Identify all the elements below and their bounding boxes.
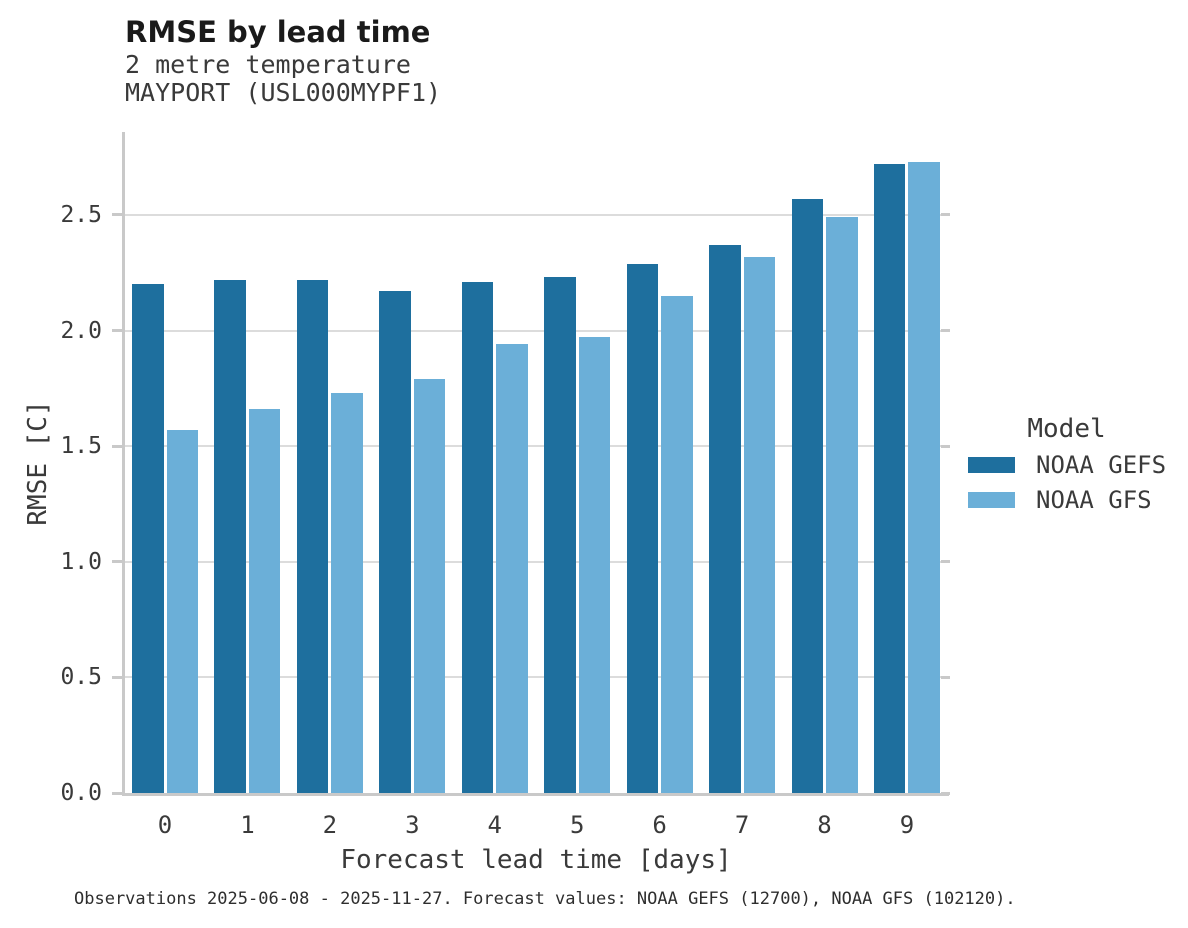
x-axis-title: Forecast lead time [days] [340, 845, 732, 875]
x-tick-label-4: 4 [487, 811, 502, 839]
y-tick-label-1.0: 1.0 [60, 548, 102, 575]
x-tick-label-6: 6 [652, 811, 667, 839]
x-tick-label-5: 5 [569, 811, 585, 839]
x-tick-label-7: 7 [734, 811, 750, 839]
legend: Model NOAA GEFS NOAA GFS [968, 414, 1168, 523]
gridline-y-1.5 [125, 445, 947, 448]
bar-noaa-gfs-day-3 [413, 379, 446, 793]
x-tick-label-1: 1 [240, 811, 255, 839]
y-tick-label-2.0: 2.0 [60, 317, 102, 344]
chart-subtitle-variable: 2 metre temperature [125, 50, 411, 79]
bar-noaa-gefs-day-4 [461, 282, 494, 793]
y-axis-spine [122, 132, 125, 796]
gridline-y-0.5 [125, 676, 947, 679]
gridline-y-1.0 [125, 560, 947, 563]
legend-label: NOAA GFS [1036, 486, 1152, 514]
chart-subtitle-station: MAYPORT (USL000MYPF1) [125, 78, 442, 107]
y-tick-left-0.0 [112, 791, 122, 795]
bar-noaa-gefs-day-3 [379, 291, 411, 793]
y-tick-left-1.5 [112, 444, 122, 448]
y-tick-right-0.5 [941, 675, 950, 679]
chart-title: RMSE by lead time [125, 15, 431, 49]
bar-noaa-gfs-day-4 [496, 344, 528, 793]
bar-noaa-gfs-day-7 [743, 256, 776, 793]
x-axis-spine [122, 793, 949, 796]
bar-noaa-gefs-day-5 [544, 277, 576, 793]
bar-noaa-gefs-day-8 [791, 198, 824, 793]
caption: Observations 2025-06-08 - 2025-11-27. Fo… [74, 889, 1016, 909]
y-tick-label-0.0: 0.0 [60, 780, 102, 806]
gridline-y-2.5 [125, 213, 947, 216]
y-tick-right-2.5 [941, 213, 950, 217]
bar-noaa-gfs-day-8 [826, 217, 858, 793]
y-tick-label-0.5: 0.5 [60, 664, 102, 691]
plot-area: 0.0 0.5 1.0 1.5 2.0 2.5 0 1 2 3 4 5 6 7 8 9 [60, 132, 950, 839]
bar-noaa-gfs-day-6 [661, 295, 693, 793]
y-axis-title: RMSE [C] [23, 400, 53, 526]
legend-swatch-icon [968, 457, 1015, 473]
bar-noaa-gefs-day-1 [214, 279, 246, 793]
y-tick-right-0.0 [941, 791, 950, 795]
x-tick-label-2: 2 [322, 811, 338, 839]
y-tick-left-2.0 [112, 329, 122, 333]
y-tick-right-2.0 [941, 329, 950, 333]
y-tick-label-1.5: 1.5 [60, 433, 102, 460]
legend-items: NOAA GEFS NOAA GFS [968, 451, 1168, 514]
gridline-y-2.0 [125, 329, 947, 332]
y-tick-right-1.0 [941, 560, 950, 564]
x-tick-label-9: 9 [899, 811, 915, 839]
legend-swatch-icon [968, 492, 1015, 508]
bar-noaa-gfs-day-0 [166, 429, 198, 793]
y-tick-label-2.5: 2.5 [60, 201, 102, 228]
x-tick-label-8: 8 [817, 811, 832, 839]
bar-noaa-gefs-day-0 [132, 284, 164, 793]
legend-label: NOAA GEFS [1036, 451, 1167, 479]
legend-item-noaa-gfs: NOAA GFS [968, 486, 1168, 514]
x-tick-label-0: 0 [157, 811, 173, 839]
bar-noaa-gefs-day-7 [709, 245, 741, 793]
legend-title: Model [1027, 414, 1106, 444]
y-tick-left-0.5 [112, 675, 122, 679]
bar-noaa-gfs-day-5 [578, 337, 611, 793]
bar-noaa-gfs-day-2 [331, 392, 363, 793]
bar-noaa-gefs-day-2 [296, 279, 329, 793]
bar-noaa-gefs-day-9 [873, 164, 906, 793]
x-tick-label-3: 3 [405, 811, 420, 839]
y-tick-left-2.5 [112, 213, 122, 217]
bar-noaa-gfs-day-1 [248, 409, 281, 793]
y-tick-right-1.5 [941, 444, 950, 448]
bar-noaa-gfs-day-9 [908, 161, 940, 793]
legend-item-noaa-gefs: NOAA GEFS [968, 451, 1168, 479]
bar-noaa-gefs-day-6 [626, 263, 659, 793]
y-tick-left-1.0 [112, 560, 122, 564]
